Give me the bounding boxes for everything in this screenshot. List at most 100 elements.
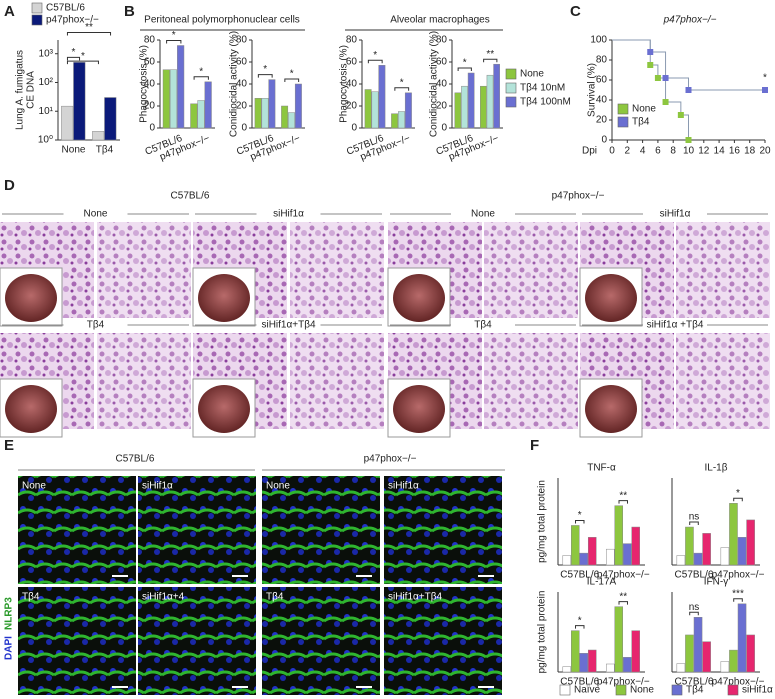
y-tick-label: 60 xyxy=(236,57,248,68)
condition-label: None xyxy=(471,209,495,220)
y-tick-label: 20 xyxy=(236,101,248,112)
micrograph xyxy=(290,222,384,318)
y-tick-label: 0 xyxy=(441,123,447,134)
label-bg xyxy=(256,207,321,221)
bar xyxy=(571,630,580,673)
x-tick-label: 6 xyxy=(655,146,661,157)
legend-label: Tβ4 xyxy=(686,685,704,696)
bar xyxy=(254,98,262,129)
y-tick-label: 80 xyxy=(144,35,156,46)
significance-bracket xyxy=(689,521,699,526)
bar xyxy=(702,641,711,673)
significance-label: ** xyxy=(619,490,627,501)
significance-bracket xyxy=(733,598,743,602)
lung-photo xyxy=(5,385,57,433)
micrograph xyxy=(290,333,384,429)
survival-marker xyxy=(762,87,768,93)
bar xyxy=(614,606,624,673)
y-axis-label: pg/mg total protein xyxy=(537,591,548,674)
lung-photo xyxy=(198,274,250,322)
bar xyxy=(631,526,640,566)
lung-photo xyxy=(5,274,57,322)
y-axis-label: pg/mg total protein xyxy=(537,480,548,563)
y-tick-label: 10¹ xyxy=(39,106,54,117)
significance-bracket xyxy=(166,40,182,44)
significance-bracket xyxy=(618,601,628,605)
bar xyxy=(467,72,475,129)
y-tick-label: 40 xyxy=(144,79,156,90)
legend-swatch xyxy=(671,684,683,696)
y-tick-label: 60 xyxy=(144,57,156,68)
bar xyxy=(631,630,640,673)
micrograph xyxy=(676,222,770,318)
bar xyxy=(398,111,405,129)
strain-label: p47phox−/− xyxy=(364,454,417,465)
y-axis-label: Phagocytosis (%) xyxy=(139,45,150,123)
panel-letter: B xyxy=(124,3,135,20)
y-axis-label: Conidiocidal activity (%) xyxy=(229,31,240,137)
y-tick-label: 80 xyxy=(596,55,608,66)
bar xyxy=(685,526,694,566)
y-tick-label: 40 xyxy=(596,95,608,106)
significance-label: * xyxy=(72,47,76,58)
bar xyxy=(261,98,269,129)
survival-marker xyxy=(677,112,684,118)
micrograph xyxy=(676,333,770,429)
bar xyxy=(294,83,302,129)
strain-label: C57BL/6 xyxy=(171,191,210,202)
chart-title: IFN-γ xyxy=(704,577,728,588)
significance-label: *** xyxy=(732,588,744,599)
bar xyxy=(720,547,730,566)
bar xyxy=(693,552,703,566)
bar xyxy=(268,79,276,129)
significance-label: * xyxy=(400,77,404,88)
bar xyxy=(720,661,730,673)
condition-label: siHif1α+4 xyxy=(142,592,185,603)
bar xyxy=(571,525,580,566)
y-tick-label: 100 xyxy=(590,35,607,46)
bar xyxy=(493,63,500,129)
condition-label: Tβ4 xyxy=(474,320,492,331)
significance-label: * xyxy=(373,50,377,61)
condition-label: None xyxy=(22,481,46,492)
bar xyxy=(461,85,468,129)
bar xyxy=(177,45,185,129)
y-axis-label: CE DNA xyxy=(26,71,37,109)
condition-label: Tβ4 xyxy=(22,592,40,603)
condition-label: Tβ4 xyxy=(87,320,105,331)
y-axis-label: Phagocytosis (%) xyxy=(339,45,350,123)
significance-label: * xyxy=(172,30,176,41)
bar xyxy=(162,69,170,129)
y-tick-label: 80 xyxy=(236,35,248,46)
y-tick-label: 10⁰ xyxy=(38,135,53,146)
panel-letter: D xyxy=(4,177,15,194)
significance-bracket xyxy=(193,76,209,80)
panel-letter: E xyxy=(4,437,14,454)
chart-title: TNF-α xyxy=(587,463,616,474)
significance-bracket xyxy=(575,519,585,524)
y-tick-label: 20 xyxy=(144,101,156,112)
bar xyxy=(288,112,295,129)
bar xyxy=(587,649,597,673)
significance-bracket xyxy=(457,67,472,71)
x-tick-label: 8 xyxy=(670,146,676,157)
survival-line xyxy=(612,39,765,91)
label-bg xyxy=(643,318,707,332)
label-bg xyxy=(63,207,128,221)
significance-label: * xyxy=(199,66,203,77)
x-tick-label: C57BL/6 xyxy=(675,570,714,581)
group-title: Alveolar macrophages xyxy=(390,15,490,26)
y-tick-label: 20 xyxy=(436,101,448,112)
label-bg xyxy=(643,207,707,221)
condition-label: siHif1α +Tβ4 xyxy=(647,320,704,331)
lung-photo xyxy=(393,385,445,433)
y-axis-label: Survival (%) xyxy=(587,63,598,117)
x-tick-label: C57BL/6 xyxy=(560,570,599,581)
strain-label: C57BL/6 xyxy=(116,454,155,465)
x-tick-label: 18 xyxy=(744,146,756,157)
x-tick-label: None xyxy=(62,145,86,156)
label-bg xyxy=(63,318,128,332)
legend-label: p47phox−/− xyxy=(46,15,99,26)
bar xyxy=(562,555,572,566)
fluorescence-image xyxy=(384,476,502,584)
